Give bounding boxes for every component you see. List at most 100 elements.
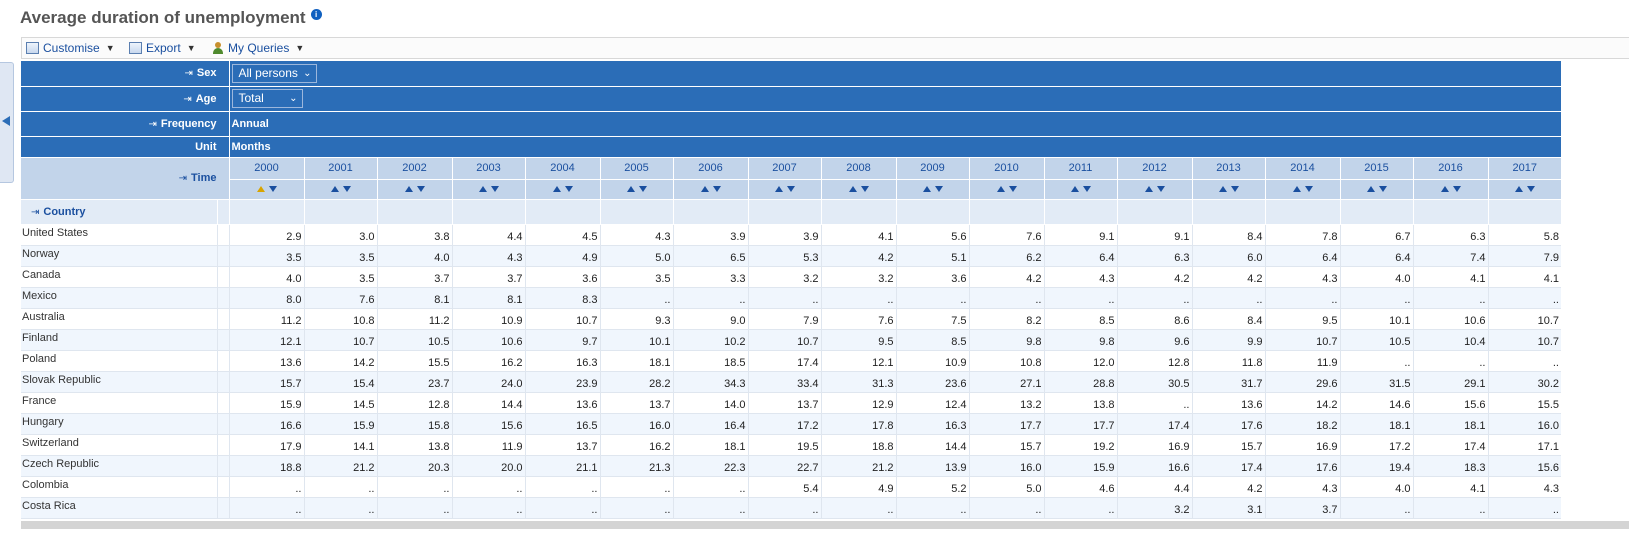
country-name[interactable]: Norway [21, 245, 217, 267]
sex-select[interactable]: All persons ⌄ [231, 63, 317, 83]
data-cell: 4.3 [1264, 476, 1340, 498]
country-name[interactable]: Colombia [21, 476, 217, 498]
year-header[interactable]: 2013 [1191, 157, 1265, 180]
export-button[interactable]: Export ▼ [129, 41, 196, 55]
sort-descending-icon[interactable] [416, 185, 425, 192]
sort-ascending-icon[interactable] [774, 185, 783, 192]
column-gap [216, 199, 229, 225]
data-cell: .. [376, 476, 452, 498]
pivot-icon[interactable]: ⇥ [31, 206, 40, 218]
sort-ascending-icon[interactable] [1144, 185, 1153, 192]
year-header[interactable]: 2006 [672, 157, 748, 180]
country-name[interactable]: Costa Rica [21, 497, 217, 519]
data-cell: 15.7 [228, 371, 304, 393]
year-header[interactable]: 2009 [895, 157, 969, 180]
sort-descending-icon[interactable] [490, 185, 499, 192]
sort-descending-icon[interactable] [934, 185, 943, 192]
country-name[interactable]: Mexico [21, 287, 217, 309]
data-cell: 6.5 [672, 245, 748, 267]
my-queries-button[interactable]: My Queries ▼ [212, 41, 304, 55]
year-header[interactable]: 2015 [1339, 157, 1413, 180]
year-header[interactable]: 2012 [1116, 157, 1192, 180]
sort-descending-icon[interactable] [860, 185, 869, 192]
year-header[interactable]: 2011 [1043, 157, 1117, 180]
sort-descending-icon[interactable] [786, 185, 795, 192]
sort-ascending-icon[interactable] [478, 185, 487, 192]
sort-descending-icon[interactable] [1452, 185, 1461, 192]
sort-ascending-icon[interactable] [1070, 185, 1079, 192]
data-cell: 7.6 [968, 224, 1044, 246]
year-header[interactable]: 2001 [303, 157, 377, 180]
year-header[interactable]: 2005 [599, 157, 673, 180]
age-select[interactable]: Total ⌄ [231, 89, 303, 108]
chevron-down-icon: ▼ [105, 43, 115, 53]
data-cell: 15.8 [376, 413, 452, 435]
sort-controls [820, 179, 896, 200]
year-header[interactable]: 2017 [1487, 157, 1561, 180]
sort-descending-icon[interactable] [1082, 185, 1091, 192]
sort-ascending-icon[interactable] [922, 185, 931, 192]
sort-ascending-icon[interactable] [700, 185, 709, 192]
year-header[interactable]: 2003 [451, 157, 525, 180]
sort-ascending-icon[interactable] [256, 185, 265, 192]
country-name[interactable]: Canada [21, 266, 217, 288]
country-name[interactable]: Switzerland [21, 434, 217, 456]
country-name[interactable]: Czech Republic [21, 455, 217, 477]
country-name[interactable]: France [21, 392, 217, 414]
customise-button[interactable]: Customise ▼ [26, 41, 115, 55]
pivot-icon[interactable]: ⇥ [183, 93, 192, 105]
data-cell: 5.2 [895, 476, 969, 498]
country-name[interactable]: Hungary [21, 413, 217, 435]
sort-ascending-icon[interactable] [330, 185, 339, 192]
sort-ascending-icon[interactable] [848, 185, 857, 192]
data-cell: 3.5 [303, 266, 377, 288]
data-cell: 4.1 [1487, 266, 1561, 288]
data-cell: .. [895, 287, 969, 309]
sort-ascending-icon[interactable] [1440, 185, 1449, 192]
data-cell: 3.2 [820, 266, 896, 288]
sort-descending-icon[interactable] [1378, 185, 1387, 192]
sort-descending-icon[interactable] [564, 185, 573, 192]
side-panel-toggle[interactable] [0, 62, 14, 183]
sort-ascending-icon[interactable] [1292, 185, 1301, 192]
sort-ascending-icon[interactable] [1514, 185, 1523, 192]
sort-ascending-icon[interactable] [404, 185, 413, 192]
data-cell: 16.6 [1116, 455, 1192, 477]
year-header[interactable]: 2014 [1264, 157, 1340, 180]
sort-ascending-icon[interactable] [552, 185, 561, 192]
pivot-icon[interactable]: ⇥ [178, 173, 188, 184]
year-header[interactable]: 2010 [968, 157, 1044, 180]
sort-descending-icon[interactable] [1008, 185, 1017, 192]
year-header[interactable]: 2004 [524, 157, 600, 180]
horizontal-scrollbar[interactable] [21, 521, 1629, 529]
sort-descending-icon[interactable] [342, 185, 351, 192]
country-name[interactable]: Australia [21, 308, 217, 330]
sort-descending-icon[interactable] [1156, 185, 1165, 192]
data-cell: 9.6 [1116, 329, 1192, 351]
sort-ascending-icon[interactable] [1366, 185, 1375, 192]
sort-ascending-icon[interactable] [996, 185, 1005, 192]
year-header[interactable]: 2007 [747, 157, 821, 180]
sort-descending-icon[interactable] [1304, 185, 1313, 192]
sort-ascending-icon[interactable] [626, 185, 635, 192]
country-name[interactable]: Finland [21, 329, 217, 351]
sort-descending-icon[interactable] [638, 185, 647, 192]
year-header[interactable]: 2000 [228, 157, 304, 180]
year-header[interactable]: 2008 [820, 157, 896, 180]
country-name[interactable]: Poland [21, 350, 217, 372]
sort-descending-icon[interactable] [1526, 185, 1535, 192]
data-cell: 10.1 [1339, 308, 1413, 330]
pivot-icon[interactable]: ⇥ [148, 118, 157, 130]
sort-ascending-icon[interactable] [1218, 185, 1227, 192]
country-name[interactable]: United States [21, 224, 217, 246]
sort-descending-icon[interactable] [712, 185, 721, 192]
sort-descending-icon[interactable] [268, 185, 277, 192]
sort-descending-icon[interactable] [1230, 185, 1239, 192]
country-name[interactable]: Slovak Republic [21, 371, 217, 393]
country-header-cell [599, 199, 673, 225]
year-header[interactable]: 2016 [1412, 157, 1488, 180]
year-header[interactable]: 2002 [376, 157, 452, 180]
data-cell: 4.9 [524, 245, 600, 267]
pivot-icon[interactable]: ⇥ [184, 68, 193, 80]
info-icon[interactable]: i [310, 9, 322, 20]
